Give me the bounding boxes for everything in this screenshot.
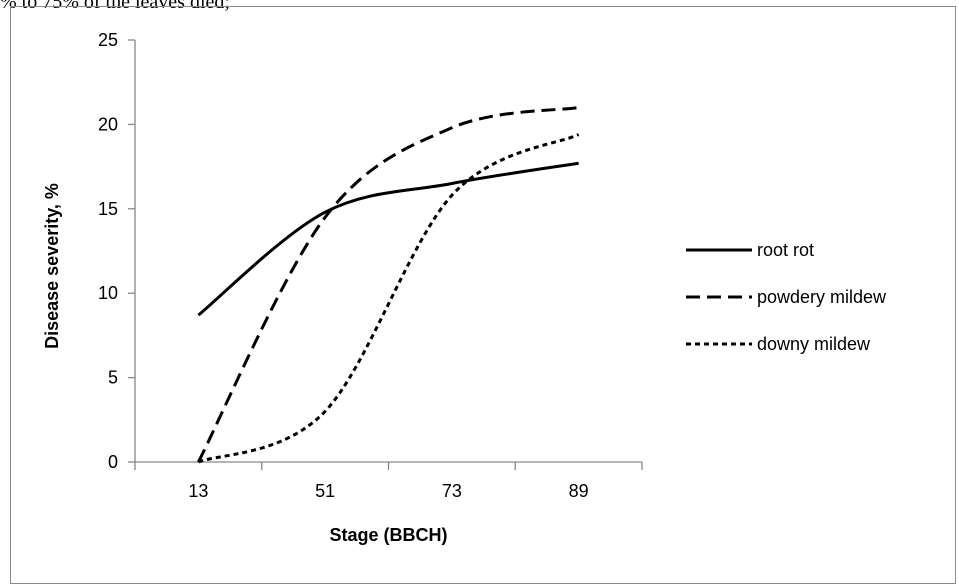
series-line-root-rot (197, 161, 579, 317)
y-tick-label: 0 (108, 452, 118, 472)
series-lines (197, 106, 580, 464)
y-tick-label: 15 (98, 199, 118, 219)
y-tick-label: 20 (98, 114, 118, 134)
series-line-powdery-mildew (197, 106, 579, 463)
y-tick-label: 25 (98, 30, 118, 50)
x-tick-label: 73 (442, 481, 462, 501)
x-tick-label: 13 (188, 481, 208, 501)
legend-label-downy-mildew: downy mildew (757, 334, 871, 354)
x-axis-title: Stage (BBCH) (329, 525, 447, 545)
axes: 0 5 10 15 20 25 13 51 73 89 Stage (BBCH) Disease se… (42, 30, 643, 545)
y-axis-title: Disease severity, % (42, 183, 62, 349)
legend-label-powdery-mildew: powdery mildew (757, 287, 887, 307)
legend: root rot powdery mildew downy mildew (686, 240, 887, 354)
x-tick-label: 89 (569, 481, 589, 501)
series-line-downy-mildew (197, 133, 580, 464)
y-tick-label: 5 (108, 368, 118, 388)
x-tick-label: 51 (315, 481, 335, 501)
y-tick-label: 10 (98, 283, 118, 303)
legend-label-root-rot: root rot (757, 240, 814, 260)
